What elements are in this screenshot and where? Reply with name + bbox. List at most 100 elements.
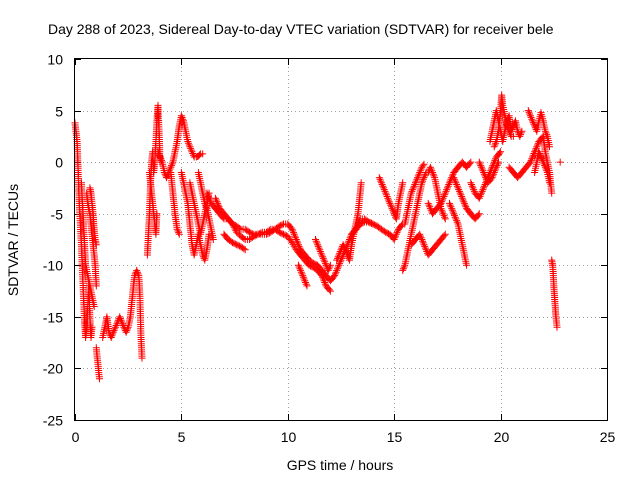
data-point [453,182,461,190]
data-point [96,375,103,383]
data-point [419,177,427,185]
data-point [331,272,339,280]
data-point [302,279,309,286]
data-point [524,107,532,115]
data-point [386,199,394,207]
data-point [204,191,212,199]
data-point [448,206,456,214]
data-point [416,169,424,176]
data-point [438,198,446,206]
data-point [229,222,237,230]
y-tick-label: -25 [43,413,63,429]
data-point [168,162,175,170]
data-point [482,174,490,182]
data-point [187,146,195,154]
data-point [375,174,383,182]
data-point [470,186,478,194]
data-point [354,220,362,228]
data-point [241,246,249,254]
data-point [326,261,334,269]
y-tick-label: 5 [55,104,63,120]
data-point [205,194,213,202]
data-point [451,175,458,183]
data-point [426,205,434,213]
data-point [206,196,214,204]
data-point [450,174,458,182]
data-point [318,272,326,280]
data-point [506,129,514,137]
data-point [475,210,483,218]
data-point [408,187,416,195]
data-point [542,129,550,137]
data-point [536,151,544,159]
data-point [315,244,323,252]
data-point [174,227,182,235]
data-point [526,112,534,120]
data-point [537,153,545,161]
data-point [318,251,326,259]
data-point [230,223,238,231]
data-point [292,236,300,243]
data-point [333,266,341,274]
data-point [529,153,536,161]
data-point [355,217,363,225]
data-point [480,170,488,178]
data-point [117,316,125,324]
data-point [409,184,417,192]
data-point [427,165,435,173]
data-point [334,265,341,273]
data-point [389,206,397,214]
data-point [293,237,301,245]
x-tick-label: 15 [387,429,403,445]
data-point [240,235,248,242]
data-point [528,155,536,163]
data-point [118,318,126,326]
data-point [343,249,351,257]
data-point [421,244,429,252]
data-point [316,246,324,254]
data-point [199,150,207,158]
data-point [319,275,327,283]
data-point [456,187,463,195]
data-point [204,193,212,200]
data-point [429,169,436,176]
data-point [417,234,425,242]
data-point [116,313,124,321]
data-point [157,155,165,163]
data-point [158,156,165,164]
data-point [320,256,328,264]
data-point [110,327,118,335]
data-point [426,203,434,211]
data-point [527,156,535,164]
data-point [444,182,452,190]
y-tick-label: 10 [47,52,63,68]
data-point [412,179,419,187]
data-point [265,226,273,234]
data-point [188,148,196,156]
data-point [516,132,524,140]
data-point [517,131,524,139]
data-point [553,323,561,331]
data-point [446,199,453,207]
data-point [325,265,333,273]
data-point [450,210,458,218]
data-point [451,211,458,219]
data-point [491,141,499,149]
data-point [319,253,327,261]
data-point [546,143,553,151]
data-point [107,334,115,341]
data-point [332,268,340,276]
data-point [504,126,512,133]
data-point [399,266,407,274]
data-point [447,203,455,211]
y-tick-label: -15 [43,310,63,326]
data-point [299,272,307,280]
data-point [324,266,332,274]
data-point [289,227,297,235]
data-point [134,270,142,278]
data-point [451,213,459,221]
data-point [321,258,329,266]
data-point [530,120,538,128]
x-tick-label: 10 [281,429,297,445]
data-point [452,215,460,223]
